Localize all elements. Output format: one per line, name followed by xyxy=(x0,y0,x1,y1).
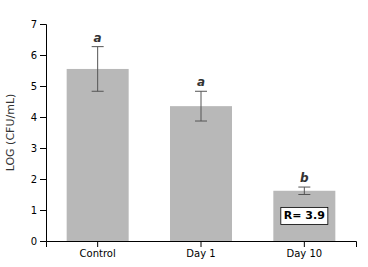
error-bar-cap xyxy=(298,187,310,188)
y-axis-line xyxy=(40,25,47,242)
x-tick-label: Control xyxy=(80,248,116,259)
y-tick-label: 2 xyxy=(31,174,37,185)
x-tick-mark xyxy=(97,241,98,247)
y-tick-label: 7 xyxy=(31,19,37,30)
y-tick-label: 6 xyxy=(31,50,37,61)
error-bar xyxy=(298,187,310,194)
y-tick-label: 5 xyxy=(31,81,37,92)
y-tick-mark xyxy=(40,86,46,87)
error-bar xyxy=(92,47,104,92)
x-tick-label: Day 10 xyxy=(287,248,323,259)
y-tick-label: 1 xyxy=(31,205,37,216)
y-tick: 4 xyxy=(31,112,46,123)
error-bar-cap xyxy=(92,91,104,92)
x-tick-label: Day 1 xyxy=(186,248,215,259)
y-tick: 0 xyxy=(31,236,46,247)
y-tick-label: 4 xyxy=(31,112,37,123)
error-bar-cap xyxy=(195,121,207,122)
error-bar-line xyxy=(304,187,305,194)
y-tick-label: 3 xyxy=(31,143,37,154)
error-bar-line xyxy=(97,47,98,92)
x-tick-mark xyxy=(304,241,305,247)
y-tick-mark xyxy=(40,117,46,118)
significance-label: b xyxy=(300,171,309,185)
bar xyxy=(273,191,335,241)
error-bar-cap xyxy=(298,194,310,195)
marks xyxy=(67,47,336,241)
error-bar-cap xyxy=(92,46,104,47)
y-tick: 6 xyxy=(31,50,46,61)
significance-label: a xyxy=(94,31,102,45)
x-axis-line xyxy=(47,242,357,248)
y-tick: 2 xyxy=(31,174,46,185)
y-tick: 3 xyxy=(31,143,46,154)
chart: 01234567ControlDay 1Day 10LOG (CFU/mL)aa… xyxy=(0,0,368,267)
annotation-text: R= 3.9 xyxy=(284,209,325,222)
x-tick: Day 10 xyxy=(287,241,323,259)
y-tick-mark xyxy=(40,55,46,56)
y-tick-label: 0 xyxy=(31,236,37,247)
y-tick-mark xyxy=(40,148,46,149)
y-tick: 1 xyxy=(31,205,46,216)
y-tick-mark xyxy=(40,210,46,211)
x-tick: Day 1 xyxy=(186,241,215,259)
y-tick: 5 xyxy=(31,81,46,92)
significance-label: a xyxy=(197,75,205,89)
error-bar-line xyxy=(201,91,202,121)
y-tick-mark xyxy=(40,179,46,180)
annotation-box xyxy=(281,207,328,224)
x-tick: Control xyxy=(80,241,116,259)
plot: 01234567ControlDay 1Day 10LOG (CFU/mL)aa… xyxy=(4,19,357,259)
error-bar-cap xyxy=(195,91,207,92)
bar xyxy=(67,69,129,241)
y-tick: 7 xyxy=(31,19,46,30)
error-bar xyxy=(195,91,207,121)
x-axis: Control Day 1 Day 10 xyxy=(47,241,357,259)
x-tick-mark xyxy=(201,241,202,247)
labels: a a b R= 3.9 xyxy=(94,31,328,225)
y-tick-mark xyxy=(40,241,46,242)
annotation: R= 3.9 xyxy=(281,207,328,224)
y-axis: 0 1 2 3 4 5 6 7 xyxy=(31,19,47,247)
bar xyxy=(170,106,232,241)
y-tick-mark xyxy=(40,24,46,25)
y-axis-title: LOG (CFU/mL) xyxy=(4,94,17,172)
